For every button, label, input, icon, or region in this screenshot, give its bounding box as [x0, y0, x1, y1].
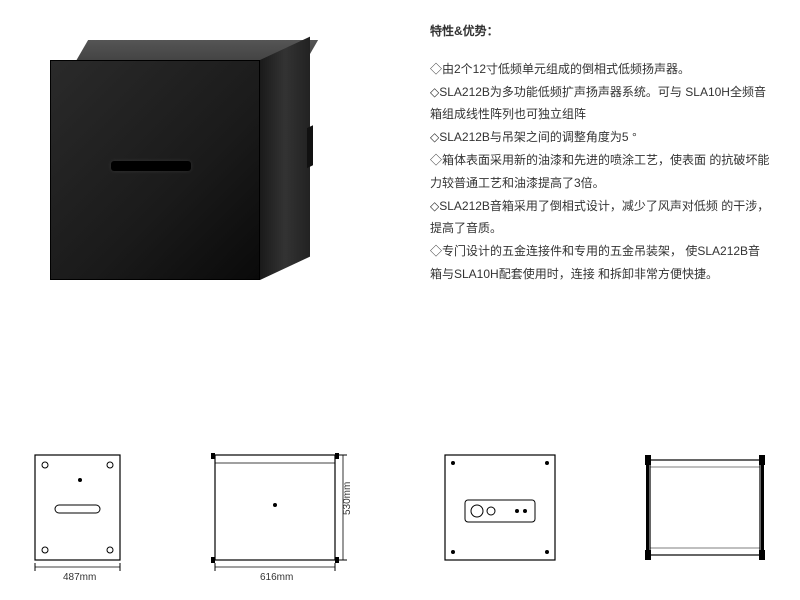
dim-487: 487mm	[63, 572, 96, 583]
feature-item: ◇SLA212B音箱采用了倒相式设计，减少了风声对低频 的干涉，提高了音质。	[430, 195, 770, 241]
speaker-rendering	[40, 40, 340, 320]
dim-530: 530mm	[342, 482, 353, 515]
feature-item: ◇箱体表面采用新的油漆和先进的喷涂工艺，使表面 的抗破坏能力较普通工艺和油漆提高…	[430, 149, 770, 195]
dim-616: 616mm	[260, 572, 293, 583]
diagram-side-487: 487mm	[25, 445, 135, 585]
technical-diagrams: 487mm 616mm 530mm	[25, 445, 775, 585]
feature-item: ◇SLA212B与吊架之间的调整角度为5 °	[430, 126, 770, 149]
feature-item: ◇由2个12寸低频单元组成的倒相式低频扬声器。	[430, 58, 770, 81]
features-title: 特性&优势：	[430, 20, 770, 43]
diagram-top-brackets	[635, 445, 775, 585]
diagram-rear-panel	[435, 445, 565, 585]
features-text: 特性&优势： ◇由2个12寸低频单元组成的倒相式低频扬声器。 ◇SLA212B为…	[410, 20, 770, 320]
diagram-front-616: 616mm 530mm	[205, 445, 365, 585]
product-image-area	[30, 20, 410, 320]
feature-item: ◇专门设计的五金连接件和专用的五金吊装架， 使SLA212B音箱与SLA10H配…	[430, 240, 770, 286]
feature-item: ◇SLA212B为多功能低频扩声扬声器系统。可与 SLA10H全频音箱组成线性阵…	[430, 81, 770, 127]
